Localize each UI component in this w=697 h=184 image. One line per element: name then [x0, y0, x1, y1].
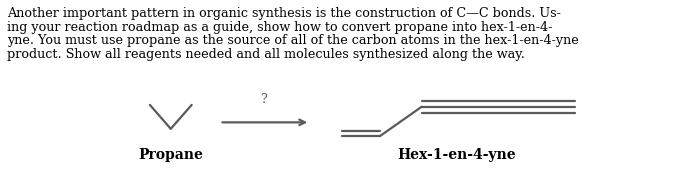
Text: Hex-1-en-4-yne: Hex-1-en-4-yne [397, 148, 516, 162]
Text: yne. You must use propane as the source of all of the carbon atoms in the hex-1-: yne. You must use propane as the source … [7, 34, 579, 47]
Text: product. Show all reagents needed and all molecules synthesized along the way.: product. Show all reagents needed and al… [7, 48, 525, 61]
Text: Propane: Propane [138, 148, 204, 162]
Text: Another important pattern in organic synthesis is the construction of C—C bonds.: Another important pattern in organic syn… [7, 7, 561, 20]
Text: ing your reaction roadmap as a guide, show how to convert propane into hex-1-en-: ing your reaction roadmap as a guide, sh… [7, 21, 552, 34]
Text: ?: ? [260, 93, 267, 106]
